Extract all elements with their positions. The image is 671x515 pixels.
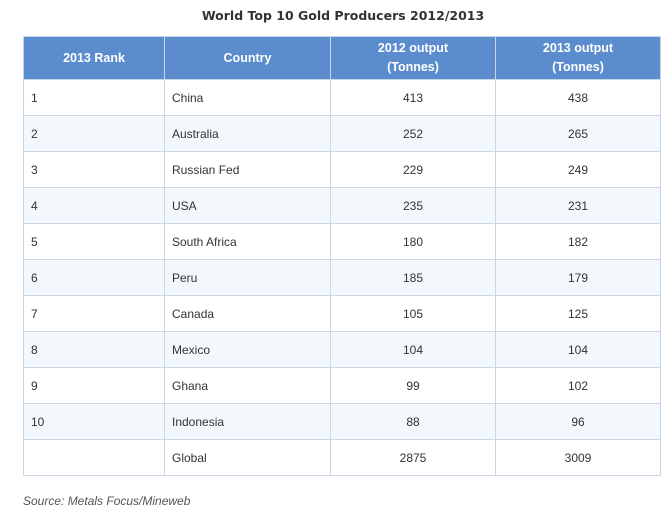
- cell-output-2013: 265: [495, 115, 661, 152]
- cell-rank: 1: [23, 79, 165, 116]
- table-body: 1 China 413 438 2 Australia 252 265 3 Russian Fed…: [23, 79, 661, 476]
- table-row: 4 USA 235 231: [23, 187, 661, 224]
- cell-rank: 3: [23, 151, 165, 188]
- cell-output-2012: 180: [330, 223, 496, 260]
- cell-output-2013: 179: [495, 259, 661, 296]
- column-header-country: Country: [164, 36, 331, 80]
- cell-country: Peru: [164, 259, 331, 296]
- cell-output-2013: 3009: [495, 439, 661, 476]
- cell-output-2013: 104: [495, 331, 661, 368]
- cell-output-2013: 182: [495, 223, 661, 260]
- table-row: 10 Indonesia 88 96: [23, 403, 661, 440]
- cell-rank: [23, 439, 165, 476]
- cell-output-2012: 235: [330, 187, 496, 224]
- cell-output-2013: 231: [495, 187, 661, 224]
- cell-rank: 9: [23, 367, 165, 404]
- cell-output-2012: 105: [330, 295, 496, 332]
- cell-output-2012: 229: [330, 151, 496, 188]
- cell-rank: 5: [23, 223, 165, 260]
- cell-rank: 4: [23, 187, 165, 224]
- cell-country: Australia: [164, 115, 331, 152]
- cell-rank: 10: [23, 403, 165, 440]
- table-row: 3 Russian Fed 229 249: [23, 151, 661, 188]
- cell-output-2012: 99: [330, 367, 496, 404]
- table-row: 6 Peru 185 179: [23, 259, 661, 296]
- cell-output-2012: 185: [330, 259, 496, 296]
- cell-output-2013: 96: [495, 403, 661, 440]
- cell-output-2012: 104: [330, 331, 496, 368]
- cell-country: Canada: [164, 295, 331, 332]
- cell-country: South Africa: [164, 223, 331, 260]
- cell-rank: 7: [23, 295, 165, 332]
- cell-output-2012: 413: [330, 79, 496, 116]
- table-row: Global 2875 3009: [23, 439, 661, 476]
- column-header-output-2013: 2013 output (Tonnes): [495, 36, 661, 80]
- cell-output-2013: 438: [495, 79, 661, 116]
- table-row: 8 Mexico 104 104: [23, 331, 661, 368]
- cell-rank: 6: [23, 259, 165, 296]
- cell-output-2012: 252: [330, 115, 496, 152]
- cell-country: China: [164, 79, 331, 116]
- source-note: Source: Metals Focus/Mineweb: [23, 494, 191, 508]
- cell-country: USA: [164, 187, 331, 224]
- cell-country: Mexico: [164, 331, 331, 368]
- cell-output-2013: 249: [495, 151, 661, 188]
- table-row: 7 Canada 105 125: [23, 295, 661, 332]
- cell-output-2012: 2875: [330, 439, 496, 476]
- cell-country: Russian Fed: [164, 151, 331, 188]
- header-row: 2013 Rank Country 2012 output (Tonnes) 2…: [23, 36, 661, 80]
- table-row: 1 China 413 438: [23, 79, 661, 116]
- gold-producers-table: 2013 Rank Country 2012 output (Tonnes) 2…: [23, 36, 661, 476]
- table-row: 9 Ghana 99 102: [23, 367, 661, 404]
- cell-output-2013: 125: [495, 295, 661, 332]
- cell-country: Ghana: [164, 367, 331, 404]
- cell-country: Indonesia: [164, 403, 331, 440]
- cell-country: Global: [164, 439, 331, 476]
- cell-output-2013: 102: [495, 367, 661, 404]
- table-title: World Top 10 Gold Producers 2012/2013: [201, 8, 485, 23]
- cell-rank: 2: [23, 115, 165, 152]
- table-row: 2 Australia 252 265: [23, 115, 661, 152]
- table-row: 5 South Africa 180 182: [23, 223, 661, 260]
- cell-rank: 8: [23, 331, 165, 368]
- column-header-output-2012: 2012 output (Tonnes): [330, 36, 496, 80]
- column-header-rank: 2013 Rank: [23, 36, 165, 80]
- cell-output-2012: 88: [330, 403, 496, 440]
